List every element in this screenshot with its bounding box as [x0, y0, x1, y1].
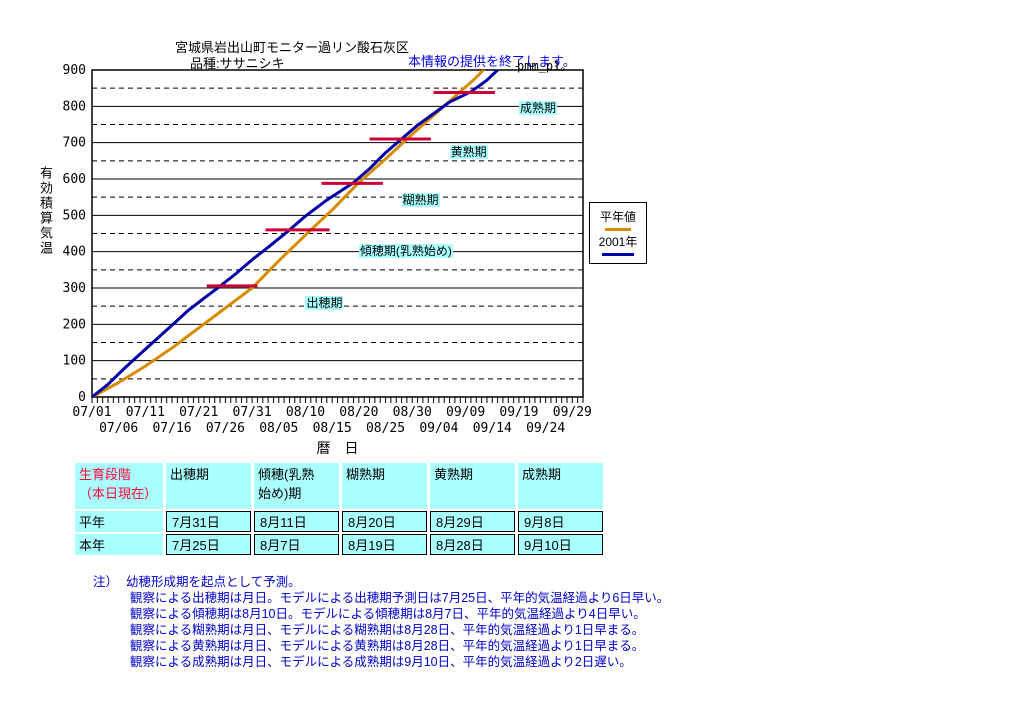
x-tick-label-row2: 07/06	[99, 421, 138, 436]
table-date-cell: 8月7日	[254, 534, 339, 555]
stage-label: 出穂期	[305, 296, 344, 311]
table-date-cell: 7月31日	[166, 511, 251, 532]
note-line: 観察による出穂期は月日。モデルによる出穂期予測日は7月25日、平年的気温経過より…	[130, 591, 670, 605]
notice-text: 本情報の提供を終了します。	[408, 54, 576, 69]
table-date-cell: 8月20日	[342, 511, 427, 532]
y-tick-label: 0	[78, 390, 86, 405]
y-tick-label: 500	[63, 208, 86, 223]
note-line: 観察による成熟期は月日、モデルによる成熟期は9月10日、平年的気温経過より2日遅…	[130, 655, 632, 669]
stage-label: 黄熟期	[449, 144, 488, 159]
x-axis-title: 暦 日	[316, 440, 359, 456]
x-tick-label-row1: 08/30	[393, 405, 432, 420]
x-tick-label-row1: 09/29	[553, 405, 592, 420]
x-tick-label-row2: 07/26	[206, 421, 245, 436]
legend: 平年値 2001年	[589, 202, 647, 264]
y-tick-label: 800	[63, 99, 86, 114]
legend-swatch	[602, 253, 634, 256]
chart-subtitle: 品種:ササニシキ	[190, 56, 285, 71]
table-column-header: 黄熟期	[430, 463, 515, 509]
table-date-cell: 9月10日	[518, 534, 603, 555]
x-tick-label-row2: 09/24	[526, 421, 565, 436]
table-date-cell: 7月25日	[166, 534, 251, 555]
table-date-cell: 8月11日	[254, 511, 339, 532]
legend-entry-label: 2001年	[598, 235, 638, 249]
y-tick-label: 900	[63, 63, 86, 78]
note-line: 注） 幼穂形成期を起点として予測。	[93, 574, 669, 590]
table-date-cell: 8月28日	[430, 534, 515, 555]
x-tick-label-row1: 07/01	[72, 405, 111, 420]
table-row-label: 本年	[75, 534, 163, 555]
x-tick-label-row1: 08/20	[339, 405, 378, 420]
table-date-cell: 9月8日	[518, 511, 603, 532]
table-header-stage: 生育段階 （本日現在）	[75, 463, 163, 509]
x-tick-label-row2: 07/16	[152, 421, 191, 436]
x-tick-label-row1: 07/11	[126, 405, 165, 420]
y-tick-label: 100	[63, 354, 86, 369]
x-tick-label-row1: 07/31	[233, 405, 272, 420]
y-tick-label: 700	[63, 136, 86, 151]
x-tick-label-row2: 09/04	[419, 421, 458, 436]
x-tick-label-row2: 08/05	[259, 421, 298, 436]
stage-label: 成熟期	[518, 101, 557, 116]
legend-entry: 平年値	[590, 208, 646, 231]
notes: 注） 幼穂形成期を起点として予測。観察による出穂期は月日。モデルによる出穂期予測日…	[93, 574, 669, 670]
x-tick-label-row1: 09/19	[499, 405, 538, 420]
x-tick-label-row2: 08/15	[313, 421, 352, 436]
note-line: 観察による傾穂期は8月10日。モデルによる傾穂期は8月7日、平年的気温経過より4…	[130, 607, 646, 621]
table-row: 平年 7月31日 8月11日 8月20日 8月29日 9月8日	[75, 511, 603, 532]
table-date-cell: 8月29日	[430, 511, 515, 532]
note-text: 幼穂形成期を起点として予測。	[126, 575, 301, 589]
legend-entry: 2001年	[590, 233, 646, 256]
table-column-header: 成熟期	[518, 463, 603, 509]
legend-swatch	[605, 228, 631, 231]
x-tick-label-row2: 08/25	[366, 421, 405, 436]
x-tick-label-row1: 09/09	[446, 405, 485, 420]
table-date-cell: 8月19日	[342, 534, 427, 555]
y-tick-label: 400	[63, 245, 86, 260]
y-tick-label: 300	[63, 281, 86, 296]
note-line: 観察による糊熟期は月日、モデルによる糊熟期は8月28日、平年的気温経過より1日早…	[130, 623, 645, 637]
table-row: 本年 7月25日 8月7日 8月19日 8月28日 9月10日	[75, 534, 603, 555]
table-column-header: 糊熟期	[342, 463, 427, 509]
table-column-header: 出穂期	[166, 463, 251, 509]
note-line: 観察による黄熟期は月日、モデルによる黄熟期は8月28日、平年的気温経過より1日早…	[130, 639, 645, 653]
table-column-header: 傾穂(乳熟 始め)期	[254, 463, 339, 509]
y-tick-label: 200	[63, 317, 86, 332]
table-row-label: 平年	[75, 511, 163, 532]
stage-label: 糊熟期	[401, 192, 440, 207]
growth-stage-table: 生育段階 （本日現在） 出穂期 傾穂(乳熟 始め)期 糊熟期 黄熟期 成熟期 平年 7月31日…	[72, 461, 606, 557]
chart-title: 宮城県岩出山町モニター過リン酸石灰区	[175, 40, 410, 55]
y-tick-label: 600	[63, 172, 86, 187]
x-tick-label-row2: 09/14	[473, 421, 512, 436]
x-tick-label-row1: 07/21	[179, 405, 218, 420]
note-prefix: 注）	[93, 575, 119, 589]
legend-entry-label: 平年値	[599, 210, 636, 224]
y-axis-title: 有効積算気温	[38, 166, 53, 256]
x-tick-label-row1: 08/10	[286, 405, 325, 420]
stage-label: 傾穂期(乳熟始め)	[358, 243, 453, 258]
